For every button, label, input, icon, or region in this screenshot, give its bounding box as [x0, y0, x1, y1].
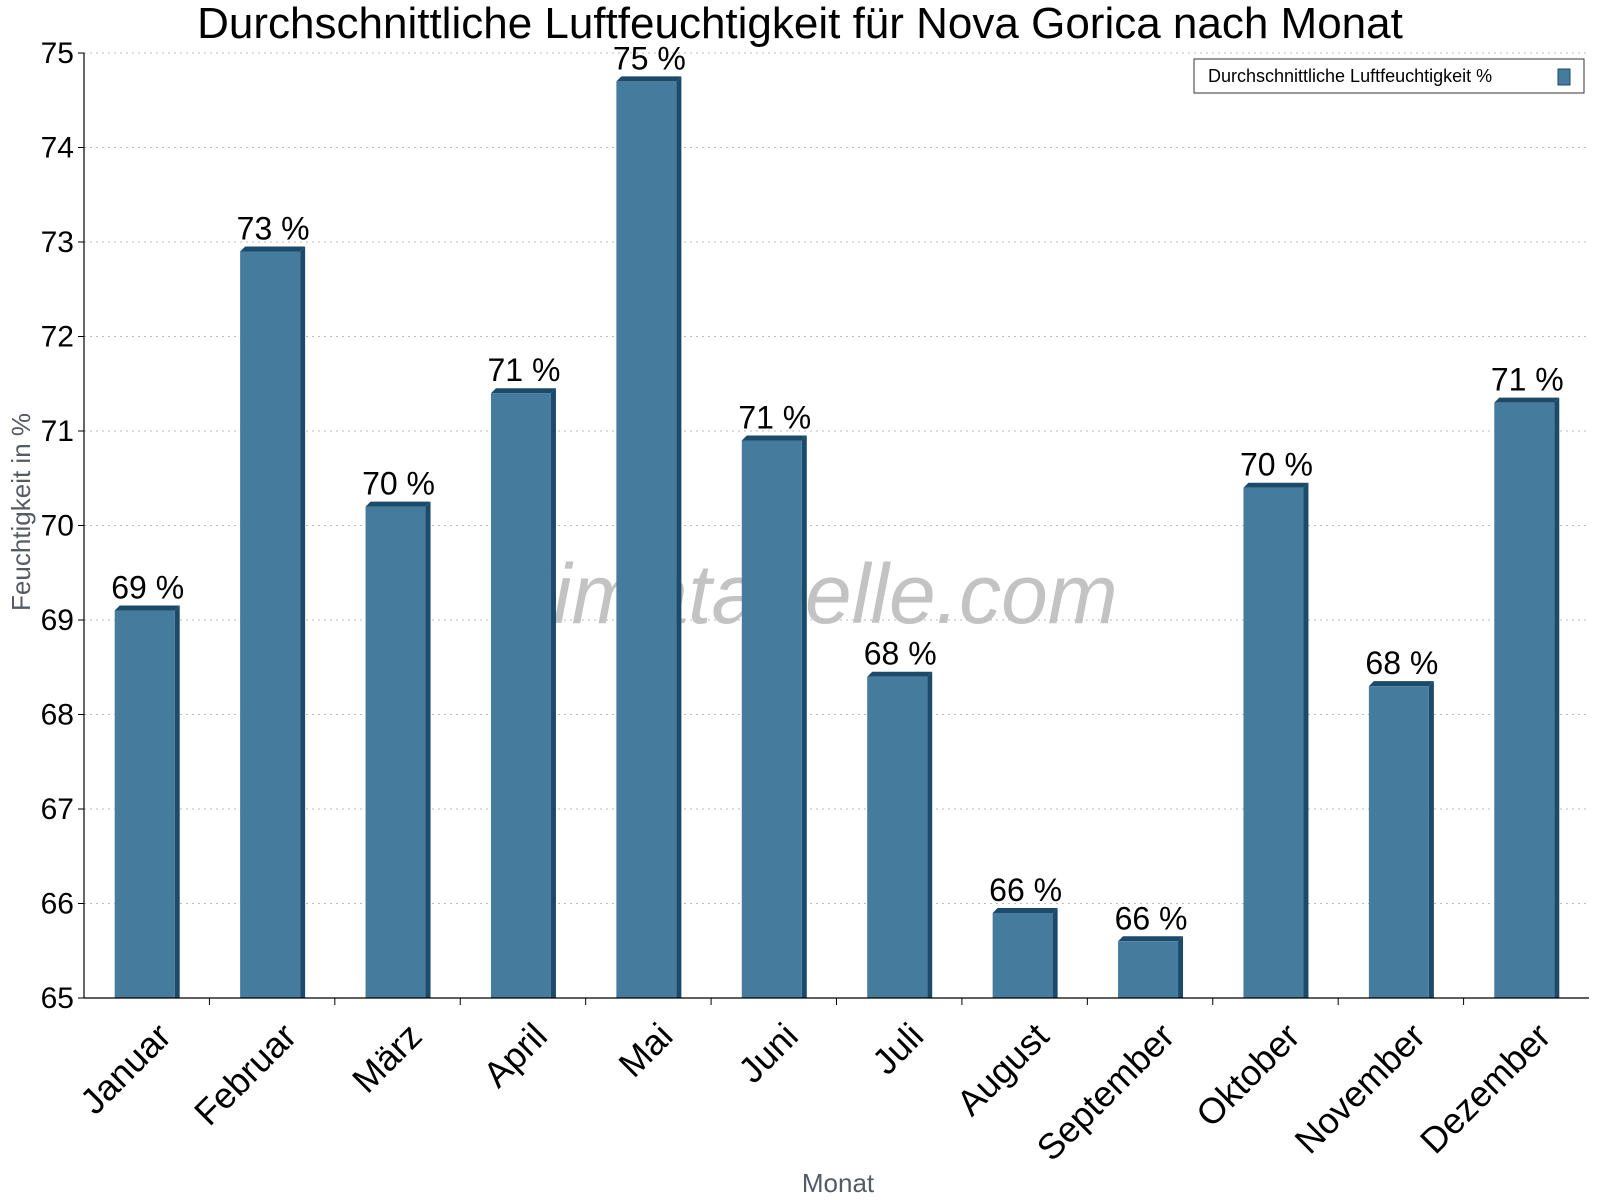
bar-side [1052, 907, 1058, 998]
bar-top [616, 76, 682, 82]
bar [741, 440, 802, 998]
bar [867, 676, 928, 998]
y-tick-label: 75 [41, 37, 74, 70]
gridlines [84, 52, 1589, 904]
bar-side [550, 388, 556, 998]
bar-value-label: 75 % [613, 40, 686, 76]
legend: Durchschnittliche Luftfeuchtigkeit % [1193, 58, 1585, 94]
y-tick-label: 74 [41, 132, 74, 165]
bar [1243, 487, 1304, 998]
bar [114, 610, 175, 998]
chart-title: Durchschnittliche Luftfeuchtigkeit für N… [197, 0, 1403, 48]
y-tick-label: 69 [41, 604, 74, 637]
y-tick-label: 70 [41, 510, 74, 543]
bar-side [1178, 936, 1184, 998]
y-tick-label: 73 [41, 226, 74, 259]
bar-side [174, 605, 180, 998]
legend-box [1193, 58, 1585, 94]
bar-side [801, 435, 807, 998]
bar-top [490, 388, 556, 394]
bar [365, 506, 426, 998]
bar-value-label: 71 % [1491, 362, 1564, 398]
bar-value-label: 70 % [362, 466, 435, 502]
bar-top [1494, 397, 1560, 403]
bar-value-label: 71 % [738, 399, 811, 435]
bar-value-label: 68 % [864, 636, 937, 672]
bar-side [1554, 397, 1560, 998]
bar-top [992, 907, 1058, 913]
y-axis-label: Feuchtigkeit in % [6, 413, 36, 611]
y-tick-label: 65 [41, 982, 74, 1015]
bar-value-label: 71 % [487, 352, 560, 388]
bar-top [1243, 482, 1309, 488]
bar-value-label: 66 % [1115, 900, 1188, 936]
bar-value-label: 69 % [111, 570, 184, 606]
y-tick-label: 68 [41, 699, 74, 732]
bars: 69 % 73 % 70 % 71 % 75 % 71 % 68 % 66 % 66 % 70 %… [111, 40, 1564, 999]
bar [1368, 686, 1429, 998]
bar-top [1118, 936, 1184, 942]
y-tick-label: 67 [41, 793, 74, 826]
bar-value-label: 73 % [237, 210, 310, 246]
bar [992, 912, 1053, 998]
bar-top [240, 246, 306, 252]
bar-top [741, 435, 807, 441]
legend-label: Durchschnittliche Luftfeuchtigkeit % [1208, 66, 1492, 86]
bar-side [927, 671, 933, 998]
y-tick-label: 71 [41, 415, 74, 448]
bar [240, 251, 301, 998]
bar-value-label: 68 % [1365, 645, 1438, 681]
bar-side [425, 501, 431, 998]
bar [490, 393, 551, 998]
bar-value-label: 70 % [1240, 447, 1313, 483]
y-tick-label: 72 [41, 321, 74, 354]
y-tick-label: 66 [41, 888, 74, 921]
bar-value-label: 66 % [989, 872, 1062, 908]
bar-side [1303, 482, 1309, 998]
bar-top [1368, 681, 1434, 687]
bar-top [867, 671, 933, 677]
legend-swatch [1557, 68, 1571, 86]
bar [1118, 941, 1179, 998]
bar [616, 81, 677, 999]
bar-top [114, 605, 180, 611]
bar-side [300, 246, 306, 998]
x-axis-label: Monat [802, 1168, 875, 1198]
bar [1494, 402, 1555, 998]
bar-top [365, 501, 431, 507]
bar-side [676, 76, 682, 999]
bar-side [1428, 681, 1434, 998]
